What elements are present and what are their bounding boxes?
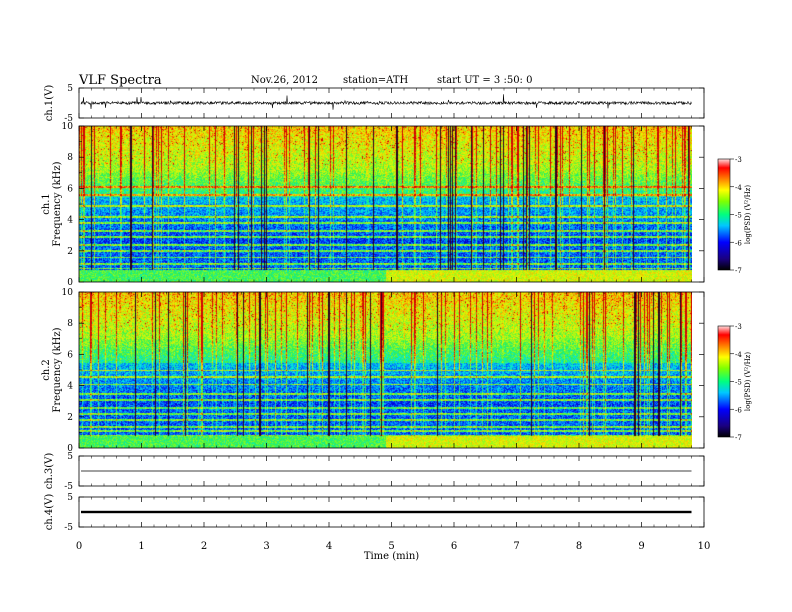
y-tick-label: 8 — [67, 319, 73, 329]
x-tick-label: 10 — [698, 541, 711, 552]
colorbar-tick-label: -4 — [735, 351, 742, 359]
x-tick-label: 7 — [513, 541, 519, 552]
y-tick-label: 0 — [67, 278, 73, 288]
x-tick-label: 2 — [201, 541, 207, 552]
ch1-trace — [80, 94, 692, 110]
x-tick-label: 9 — [638, 541, 644, 552]
colorbar-tick-label: -5 — [735, 212, 742, 220]
colorbar-ch2 — [717, 325, 731, 438]
colorbar-tick-label: -4 — [735, 184, 742, 192]
x-tick-label: 0 — [76, 541, 82, 552]
y-tick-label: 10 — [62, 288, 74, 298]
y-tick-label: 4 — [67, 216, 73, 226]
ch4-trace — [81, 510, 692, 514]
x-tick-label: 1 — [138, 541, 144, 552]
figure-title: VLF Spectra — [79, 73, 162, 88]
date-label: Nov.26, 2012 — [251, 75, 318, 86]
colorbar-tick-label: -6 — [735, 406, 742, 414]
x-tick-label: 6 — [451, 541, 457, 552]
colorbar-tick-label: -3 — [735, 323, 742, 331]
y-tick-label: 5 — [67, 493, 73, 503]
y-tick-label: 5 — [67, 84, 73, 94]
y-axis-label-channel: ch.2 — [41, 359, 52, 381]
start-time-label: start UT = 3 :50: 0 — [437, 75, 533, 86]
y-tick-label: 6 — [67, 350, 73, 360]
spectrogram-image-ch1 — [79, 126, 692, 282]
colorbar-tick-label: -3 — [735, 156, 742, 164]
y-tick-label: -5 — [64, 114, 73, 124]
x-tick-label: 3 — [263, 541, 269, 552]
y-tick-label: 5 — [67, 452, 73, 462]
y-tick-label: 2 — [67, 247, 73, 257]
y-axis-label-frequency: Frequency (kHz) — [52, 327, 63, 412]
x-axis-label: Time (min) — [364, 551, 419, 562]
spectrogram-image-ch2 — [79, 292, 692, 448]
y-tick-label: 10 — [62, 122, 74, 132]
colorbar-tick-label: -7 — [735, 434, 742, 442]
colorbar-label: log(PSD) (V²/Hz) — [744, 352, 752, 411]
y-tick-label: 2 — [67, 413, 73, 423]
x-tick-label: 4 — [326, 541, 332, 552]
y-tick-label: 6 — [67, 184, 73, 194]
x-tick-label: 8 — [576, 541, 582, 552]
y-axis-label: ch.3(V) — [44, 453, 55, 490]
y-tick-label: 8 — [67, 153, 73, 163]
colorbar-ch1 — [717, 158, 731, 271]
y-axis-label-frequency: Frequency (kHz) — [52, 161, 63, 246]
station-label: station=ATH — [343, 75, 409, 86]
colorbar-tick-label: -5 — [735, 379, 742, 387]
colorbar-label: log(PSD) (V²/Hz) — [744, 185, 752, 244]
y-tick-label: -5 — [64, 482, 73, 492]
x-tick-label: 5 — [388, 541, 394, 552]
y-axis-label-channel: ch.1 — [41, 193, 52, 215]
y-tick-label: 0 — [67, 444, 73, 454]
colorbar-tick-label: -6 — [735, 239, 742, 247]
y-axis-label: ch.1(V) — [44, 85, 55, 122]
y-axis-label: ch.4(V) — [44, 494, 55, 531]
y-tick-label: -5 — [64, 523, 73, 533]
colorbar-tick-label: -7 — [735, 267, 742, 275]
y-tick-label: 4 — [67, 382, 73, 392]
